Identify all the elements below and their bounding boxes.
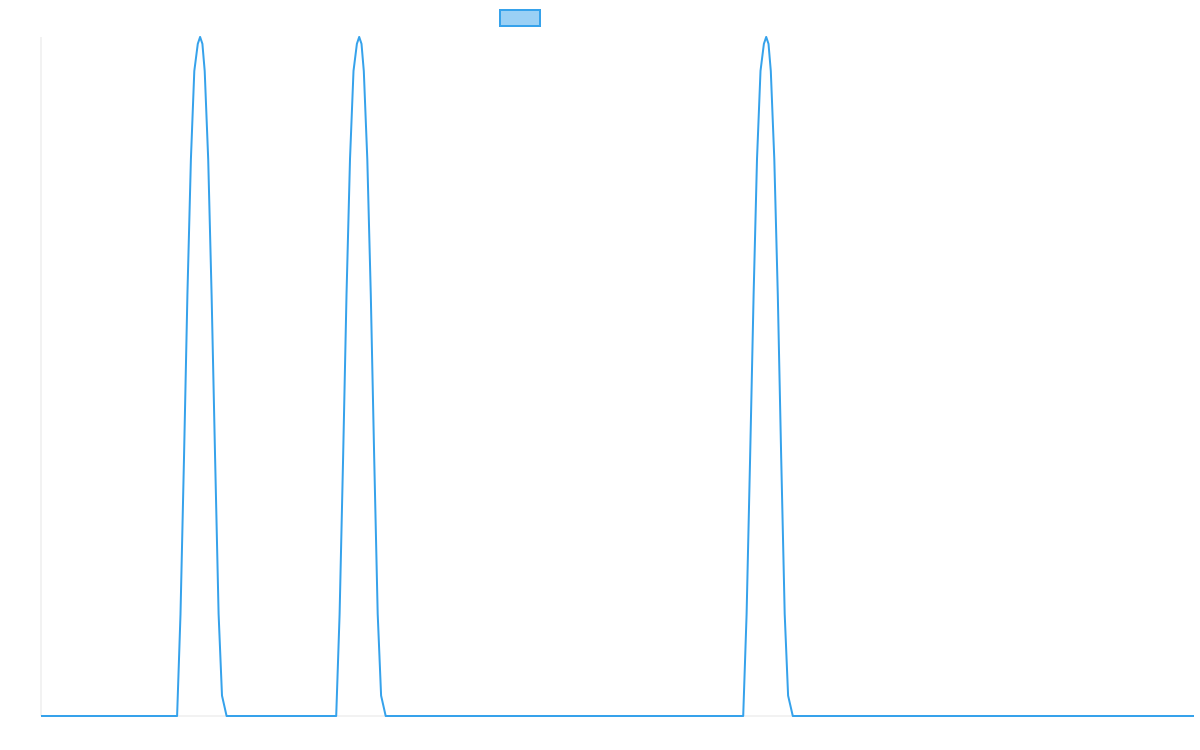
legend[interactable] — [499, 9, 541, 27]
legend-swatch-0[interactable] — [499, 9, 541, 27]
series-layer — [41, 36, 1194, 717]
series-line-0 — [41, 36, 1194, 717]
